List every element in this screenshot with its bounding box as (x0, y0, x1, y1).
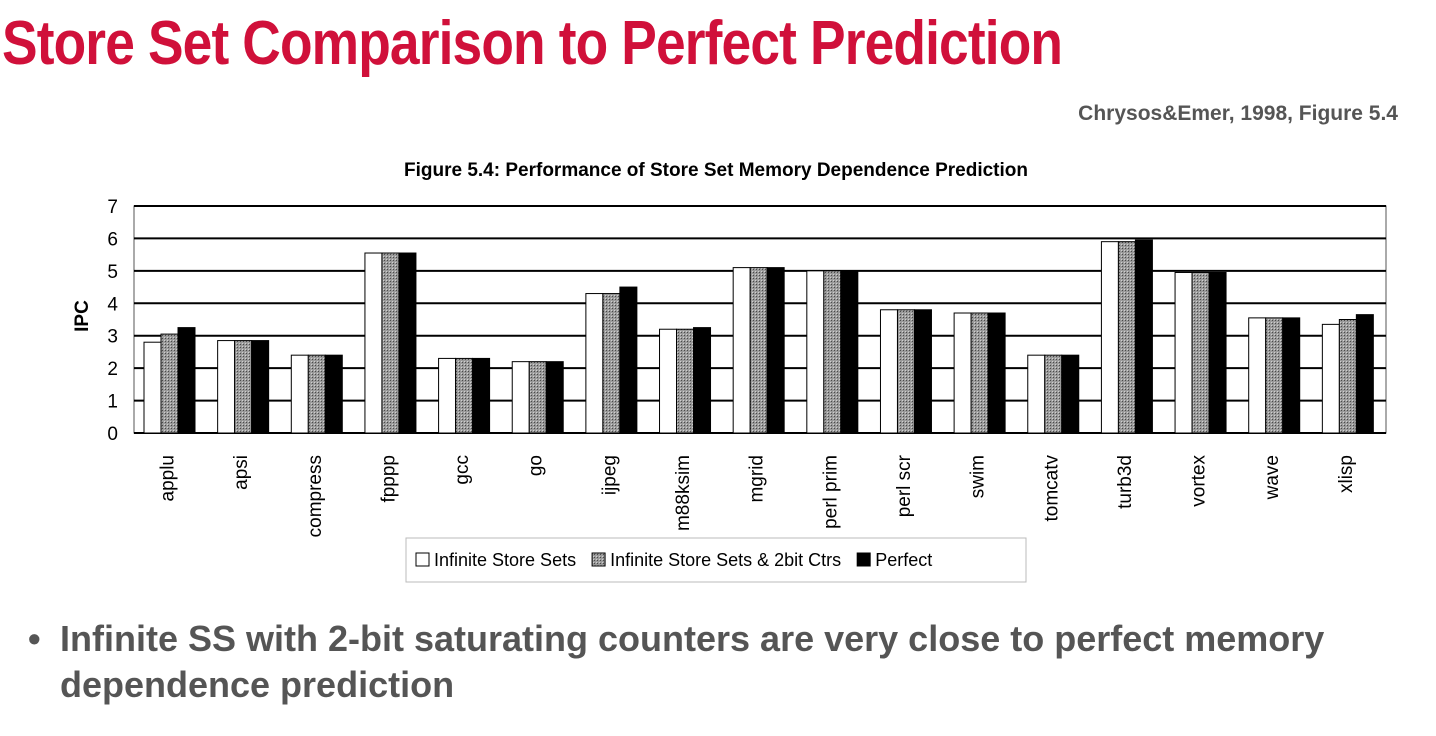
bullet-point: • Infinite SS with 2-bit saturating coun… (28, 616, 1418, 708)
bar (1134, 239, 1153, 434)
bar (879, 309, 898, 434)
x-tick-label: wave (1262, 455, 1283, 500)
bar (1061, 354, 1080, 434)
legend-label: Infinite Store Sets & 2bit Ctrs (610, 550, 841, 570)
legend-swatch (415, 552, 430, 567)
bar (602, 293, 621, 434)
bar (1321, 323, 1340, 434)
bar (1208, 271, 1227, 434)
bar (1117, 241, 1136, 434)
bar (1355, 314, 1374, 434)
bar (381, 252, 400, 434)
bar (143, 341, 162, 434)
bar (1282, 317, 1301, 434)
y-tick-label: 6 (107, 229, 118, 250)
bar (676, 328, 695, 434)
bar (307, 354, 326, 434)
bar (528, 361, 547, 434)
x-tick-label: perl prim (820, 455, 841, 529)
bar (953, 312, 972, 434)
bar (324, 354, 343, 434)
citation: Chrysos&Emer, 1998, Figure 5.4 (1078, 102, 1398, 125)
x-tick-label: turb3d (1115, 455, 1136, 509)
legend-swatch (856, 552, 871, 567)
x-tick-label: mgrid (747, 455, 768, 503)
x-tick-label: xlisp (1336, 455, 1357, 493)
chart-title: Figure 5.4: Performance of Store Set Mem… (404, 160, 1028, 181)
bar (840, 270, 859, 434)
bar (398, 252, 417, 434)
bar (511, 361, 530, 434)
legend: Infinite Store Sets Infinite Store Sets &… (405, 537, 1027, 583)
bar (823, 270, 842, 434)
bar (585, 293, 604, 434)
bar (438, 357, 457, 434)
y-tick-label: 0 (107, 424, 118, 445)
bar (766, 267, 785, 434)
bar (970, 312, 989, 434)
x-tick-label: perl scr (894, 454, 915, 517)
y-tick-label: 3 (107, 327, 118, 348)
x-tick-label: tomcatv (1041, 455, 1062, 522)
x-tick-label: vortex (1189, 455, 1210, 507)
bar (913, 309, 932, 434)
bar (806, 270, 825, 434)
bar-chart: Figure 5.4: Performance of Store Set Mem… (72, 160, 1387, 583)
bar (1044, 354, 1063, 434)
bar (234, 340, 253, 434)
x-tick-label: ijpeg (599, 455, 620, 495)
bullet-text: Infinite SS with 2-bit saturating counte… (60, 618, 1325, 705)
x-tick-label: applu (158, 455, 179, 502)
x-tick-label: fpppp (378, 455, 399, 503)
bar (1027, 354, 1046, 434)
bar (659, 328, 678, 434)
bar (217, 340, 236, 434)
legend-swatch (591, 552, 606, 567)
bullet-marker: • (28, 618, 41, 659)
bar (545, 361, 564, 434)
bar (472, 357, 491, 434)
x-tick-label: m88ksim (673, 455, 694, 531)
y-tick-label: 1 (107, 392, 118, 413)
bar (896, 309, 915, 434)
y-tick-label: 2 (107, 359, 118, 380)
bar (732, 267, 751, 434)
legend-label: Perfect (875, 550, 932, 570)
bar (619, 286, 638, 434)
bar (177, 327, 196, 434)
bar (455, 357, 474, 434)
legend-label: Infinite Store Sets (434, 550, 576, 570)
bar (987, 312, 1006, 434)
bar (749, 267, 768, 434)
x-tick-label: go (526, 455, 547, 476)
bar (1248, 317, 1267, 434)
bar (1174, 271, 1193, 434)
bar (1265, 317, 1284, 434)
y-tick-label: 4 (107, 294, 118, 315)
bar (160, 333, 179, 434)
x-tick-label: gcc (452, 455, 473, 485)
x-tick-label: swim (968, 455, 989, 498)
x-tick-label: compress (305, 455, 326, 537)
bar (693, 327, 712, 434)
y-tick-label: 5 (107, 262, 118, 283)
bar (1100, 241, 1119, 434)
bar (251, 340, 270, 434)
bar (1338, 319, 1357, 434)
y-tick-label: 7 (107, 197, 118, 218)
bar (1191, 271, 1210, 434)
slide-title: Store Set Comparison to Perfect Predicti… (2, 9, 1063, 78)
legend-frame (405, 537, 1027, 583)
bar (364, 252, 383, 434)
y-axis-label: IPC (72, 300, 93, 332)
bar (290, 354, 309, 434)
x-tick-label: apsi (231, 455, 252, 490)
